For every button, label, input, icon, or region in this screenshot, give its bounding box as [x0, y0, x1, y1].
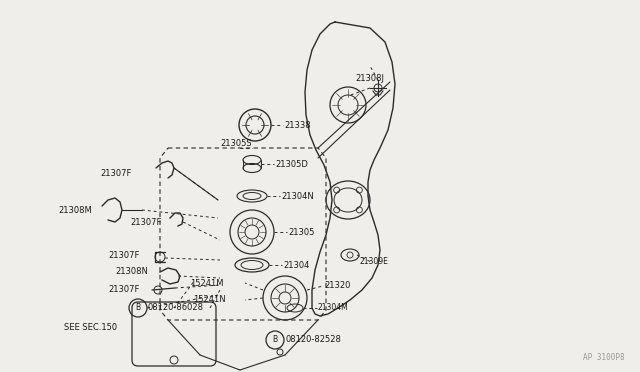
Text: 21308J: 21308J: [355, 74, 384, 83]
Text: SEE SEC.150: SEE SEC.150: [64, 324, 117, 333]
Text: 21308M: 21308M: [58, 205, 92, 215]
Text: AP 3100P8: AP 3100P8: [584, 353, 625, 362]
Circle shape: [266, 331, 284, 349]
Text: 21307F: 21307F: [100, 169, 131, 177]
Text: B: B: [273, 336, 278, 344]
Text: 15241N: 15241N: [193, 295, 226, 305]
Text: 21308N: 21308N: [115, 267, 148, 276]
Text: 21338: 21338: [284, 121, 310, 129]
Text: 21307F: 21307F: [108, 285, 140, 295]
Circle shape: [129, 299, 147, 317]
Text: 15241M: 15241M: [190, 279, 223, 288]
Text: 21305D: 21305D: [275, 160, 308, 169]
Text: 21307F: 21307F: [108, 251, 140, 260]
Text: 21304N: 21304N: [281, 192, 314, 201]
Text: 21309E: 21309E: [360, 257, 389, 266]
Text: 21305S: 21305S: [220, 138, 252, 148]
Text: 08120-86028: 08120-86028: [148, 304, 204, 312]
Text: 21320: 21320: [324, 282, 350, 291]
Text: 08120-82528: 08120-82528: [286, 336, 342, 344]
Text: 21304M: 21304M: [318, 304, 349, 312]
Text: 21307F: 21307F: [130, 218, 161, 227]
Text: 21305: 21305: [288, 228, 314, 237]
Text: 21304: 21304: [283, 260, 309, 269]
Text: B: B: [136, 304, 141, 312]
